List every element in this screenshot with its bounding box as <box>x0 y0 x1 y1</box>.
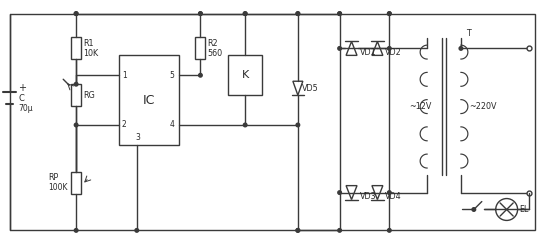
Text: 70μ: 70μ <box>19 104 33 113</box>
Circle shape <box>244 12 247 15</box>
Circle shape <box>338 47 341 50</box>
Circle shape <box>338 12 341 15</box>
Text: +: + <box>19 83 27 93</box>
Circle shape <box>198 73 202 77</box>
Circle shape <box>296 229 300 232</box>
Text: RG: RG <box>83 91 95 100</box>
Text: 3: 3 <box>136 133 141 142</box>
Text: VD2: VD2 <box>385 48 402 57</box>
Circle shape <box>338 12 341 15</box>
Text: 4: 4 <box>169 121 174 130</box>
Bar <box>71 84 81 106</box>
Circle shape <box>338 229 341 232</box>
Polygon shape <box>293 81 303 95</box>
Polygon shape <box>346 42 357 55</box>
Circle shape <box>74 82 78 86</box>
Bar <box>196 37 205 59</box>
Bar <box>9 14 536 230</box>
Text: VD3: VD3 <box>360 192 376 201</box>
Circle shape <box>387 12 391 15</box>
Bar <box>71 172 81 194</box>
Text: VD4: VD4 <box>385 192 402 201</box>
Circle shape <box>198 12 202 15</box>
Text: 5: 5 <box>169 71 174 80</box>
Bar <box>119 55 179 145</box>
Text: ~220V: ~220V <box>469 102 496 111</box>
Text: R2: R2 <box>208 39 218 48</box>
Text: 10K: 10K <box>83 49 98 58</box>
Text: VD5: VD5 <box>302 84 319 93</box>
Text: 100K: 100K <box>49 183 68 192</box>
Circle shape <box>459 47 463 50</box>
Circle shape <box>496 199 518 220</box>
Text: EL: EL <box>519 205 529 214</box>
Circle shape <box>387 191 391 194</box>
Text: T: T <box>466 29 471 38</box>
Circle shape <box>135 229 138 232</box>
Polygon shape <box>372 42 383 55</box>
Bar <box>228 55 262 95</box>
Text: RP: RP <box>49 173 58 182</box>
Text: ~12V: ~12V <box>409 102 432 111</box>
Circle shape <box>244 12 247 15</box>
Text: R1: R1 <box>83 39 94 48</box>
Circle shape <box>74 229 78 232</box>
Circle shape <box>296 123 300 127</box>
Text: 560: 560 <box>208 49 222 58</box>
Circle shape <box>387 12 391 15</box>
Circle shape <box>387 47 391 50</box>
Text: 1: 1 <box>122 71 126 80</box>
Text: 2: 2 <box>122 121 126 130</box>
Text: C: C <box>19 94 25 103</box>
Circle shape <box>198 12 202 15</box>
Text: IC: IC <box>143 94 155 107</box>
Circle shape <box>74 12 78 15</box>
Circle shape <box>296 229 300 232</box>
Text: K: K <box>241 70 249 80</box>
Circle shape <box>296 12 300 15</box>
Bar <box>71 37 81 59</box>
Circle shape <box>338 191 341 194</box>
Circle shape <box>472 208 476 211</box>
Circle shape <box>74 123 78 127</box>
Circle shape <box>387 229 391 232</box>
Text: VD1: VD1 <box>360 48 376 57</box>
Circle shape <box>74 12 78 15</box>
Circle shape <box>244 123 247 127</box>
Polygon shape <box>346 186 357 200</box>
Circle shape <box>296 12 300 15</box>
Polygon shape <box>372 186 383 200</box>
